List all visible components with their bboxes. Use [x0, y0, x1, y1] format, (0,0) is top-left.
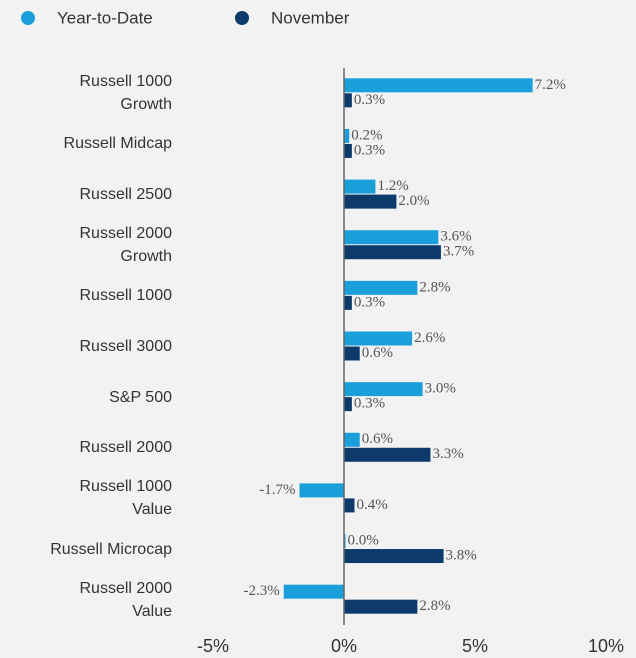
bar — [344, 397, 352, 412]
value-label: 0.4% — [356, 497, 387, 513]
value-label: 2.0% — [398, 193, 429, 209]
value-label: 0.6% — [362, 431, 393, 447]
category-label: Russell Midcap — [63, 135, 172, 153]
category-label: Russell 2000 Value — [79, 579, 173, 620]
bar — [344, 78, 533, 93]
legend-swatch — [21, 11, 35, 25]
bar — [344, 93, 352, 108]
bar — [344, 382, 423, 397]
bar — [344, 498, 355, 513]
value-label: 0.3% — [354, 396, 385, 412]
x-tick-label: -5% — [197, 636, 229, 656]
bar — [344, 599, 418, 614]
x-tick-label: 0% — [331, 636, 357, 656]
bar — [344, 128, 350, 143]
category-label: Russell 1000 Growth — [79, 73, 173, 114]
bar — [344, 295, 352, 310]
bar — [344, 549, 444, 564]
bar — [344, 432, 360, 447]
category-label: Russell 1000 Value — [79, 478, 173, 519]
value-label: 0.3% — [354, 92, 385, 108]
value-label: 0.3% — [354, 294, 385, 310]
legend-label: November — [271, 8, 350, 27]
bar — [299, 483, 344, 498]
value-label: 3.7% — [443, 244, 474, 260]
value-label: 2.6% — [414, 330, 445, 346]
bar — [283, 584, 344, 599]
bar — [344, 331, 413, 346]
value-label: 0.6% — [362, 345, 393, 361]
category-label: Russell 2000 — [79, 439, 173, 457]
x-tick-label: 10% — [588, 636, 624, 656]
value-label: -1.7% — [259, 482, 295, 498]
category-label: Russell 3000 — [79, 338, 173, 355]
value-label: 0.0% — [348, 532, 379, 548]
value-label: 2.8% — [419, 598, 450, 614]
value-label: 0.2% — [351, 127, 382, 143]
category-label: Russell 1000 — [79, 287, 173, 305]
value-label: 3.8% — [446, 547, 477, 563]
value-label: 3.0% — [425, 381, 456, 397]
category-label: Russell 2000 Growth — [79, 225, 173, 266]
value-label: 2.8% — [419, 279, 450, 295]
bar — [344, 230, 439, 245]
value-label: 0.3% — [354, 142, 385, 158]
bar — [344, 194, 397, 209]
bar — [344, 245, 441, 260]
value-label: 7.2% — [535, 77, 566, 93]
x-tick-label: 5% — [462, 636, 488, 656]
value-label: -2.3% — [243, 583, 279, 599]
legend-label: Year-to-Date — [57, 8, 153, 27]
value-label: 3.3% — [432, 446, 463, 462]
bar — [344, 280, 418, 295]
bar — [344, 143, 352, 158]
legend-swatch — [235, 11, 249, 25]
value-label: 3.6% — [440, 229, 471, 245]
bar — [344, 179, 376, 194]
category-label: S&P 500 — [109, 388, 172, 406]
value-label: 1.2% — [377, 178, 408, 194]
bar — [344, 447, 431, 462]
category-label: Russell 2500 — [79, 186, 173, 204]
category-label: Russell Microcap — [50, 540, 172, 558]
bar — [344, 346, 360, 361]
